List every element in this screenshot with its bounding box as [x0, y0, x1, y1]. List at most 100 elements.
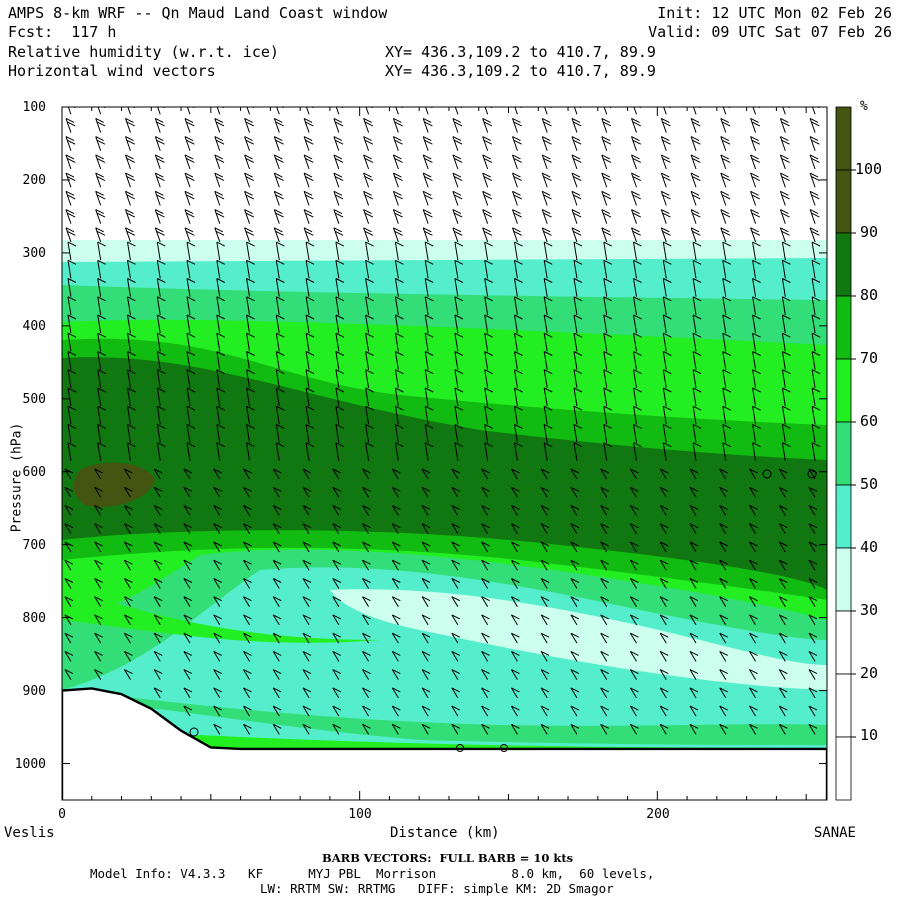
wind-barb: [451, 669, 461, 680]
wind-barb: [811, 314, 821, 334]
wind-barb: [543, 369, 553, 388]
wind-barb: [660, 117, 671, 133]
station-marker: [762, 469, 772, 479]
wind-barb: [394, 278, 404, 297]
wind-barb: [600, 632, 609, 644]
wind-barb: [153, 486, 163, 498]
wind-barb: [305, 405, 315, 425]
wind-barb: [689, 559, 699, 571]
wind-barb: [603, 405, 613, 425]
wind-barb: [94, 632, 103, 644]
wind-barb: [781, 296, 791, 315]
wind-barb: [689, 687, 699, 699]
colorbar-swatch: [835, 106, 852, 171]
wind-barb: [482, 209, 493, 224]
wind-barb: [392, 154, 403, 170]
wind-barb: [808, 596, 818, 607]
wind-barb: [154, 209, 165, 224]
wind-barb: [454, 259, 464, 279]
wind-barb: [779, 209, 790, 224]
wind-barb: [570, 541, 580, 553]
wind-barb: [600, 705, 609, 717]
colorbar-label: 20: [860, 664, 879, 682]
wind-barb: [64, 614, 74, 626]
wind-barb: [633, 314, 642, 334]
wind-barb: [273, 154, 284, 170]
wind-barb: [246, 241, 255, 261]
wind-barb: [540, 523, 550, 535]
wind-barb: [214, 154, 225, 170]
wind-barb: [778, 523, 788, 534]
wind-barb: [275, 387, 285, 407]
wind-barb: [302, 523, 312, 535]
wind-barb: [719, 650, 728, 662]
wind-barb: [392, 136, 403, 151]
wind-barb: [365, 241, 374, 261]
wind-barb: [125, 154, 136, 170]
wind-barb: [570, 559, 580, 571]
wind-barb: [452, 117, 463, 133]
wind-barb: [363, 172, 374, 188]
wind-barb: [153, 523, 163, 534]
wind-barb: [125, 117, 136, 133]
wind-barb: [631, 117, 642, 133]
wind-barb: [484, 241, 493, 261]
wind-barb: [394, 405, 404, 425]
wind-barb: [94, 541, 103, 553]
wind-barb: [719, 468, 728, 480]
wind-barb: [692, 332, 702, 352]
wind-barb: [451, 632, 461, 644]
wind-barb: [660, 190, 671, 206]
wind-barb: [809, 154, 820, 170]
wind-barb: [811, 278, 821, 297]
wind-barb: [481, 632, 490, 644]
wind-barb: [184, 209, 195, 224]
wind-barb: [216, 296, 226, 315]
wind-barb: [125, 190, 136, 206]
xy-range-rh: XY= 436.3,109.2 to 410.7, 89.9: [385, 43, 656, 61]
wind-barb: [633, 351, 642, 370]
wind-barb: [392, 190, 403, 206]
wind-barb: [541, 190, 552, 206]
colorbar-label: 40: [860, 538, 879, 556]
wind-barb: [601, 227, 612, 243]
wind-barb: [808, 505, 818, 516]
wind-barb: [216, 314, 226, 334]
wind-barb: [272, 705, 282, 717]
wind-barb: [186, 423, 196, 443]
wind-barb: [454, 387, 464, 407]
wind-barb: [719, 578, 728, 589]
wind-barb: [424, 442, 434, 461]
wind-barb: [719, 523, 728, 535]
wind-barb: [720, 172, 731, 188]
wind-barb: [778, 705, 788, 717]
wind-barb: [600, 614, 609, 626]
wind-barb: [123, 650, 133, 662]
wind-barb: [127, 369, 136, 388]
wind-barb: [481, 669, 490, 680]
wind-barb: [570, 486, 580, 498]
wind-barb: [512, 227, 522, 243]
colorbar-swatch: [835, 547, 852, 612]
wind-barb: [216, 405, 226, 425]
wind-barb: [809, 117, 820, 133]
y-tick-label: 100: [22, 100, 46, 115]
wind-barb: [514, 423, 523, 443]
wind-barb: [213, 723, 222, 735]
x-left-location: Veslis: [4, 825, 55, 841]
wind-barb: [543, 405, 553, 425]
wind-barb: [781, 278, 791, 297]
wind-barb: [67, 332, 77, 352]
rh-band-lower-40: [330, 589, 827, 690]
wind-barb: [94, 505, 103, 516]
y-tick-label: 700: [22, 538, 46, 553]
wind-barb: [153, 541, 163, 553]
colorbar-swatch: [835, 295, 852, 360]
wind-barb: [659, 632, 669, 644]
wind-barb: [184, 117, 195, 133]
wind-barb: [127, 278, 136, 297]
wind-barb: [153, 578, 163, 589]
colorbar-unit: %: [860, 99, 868, 114]
wind-barb: [275, 278, 285, 297]
wind-barb: [540, 486, 550, 498]
